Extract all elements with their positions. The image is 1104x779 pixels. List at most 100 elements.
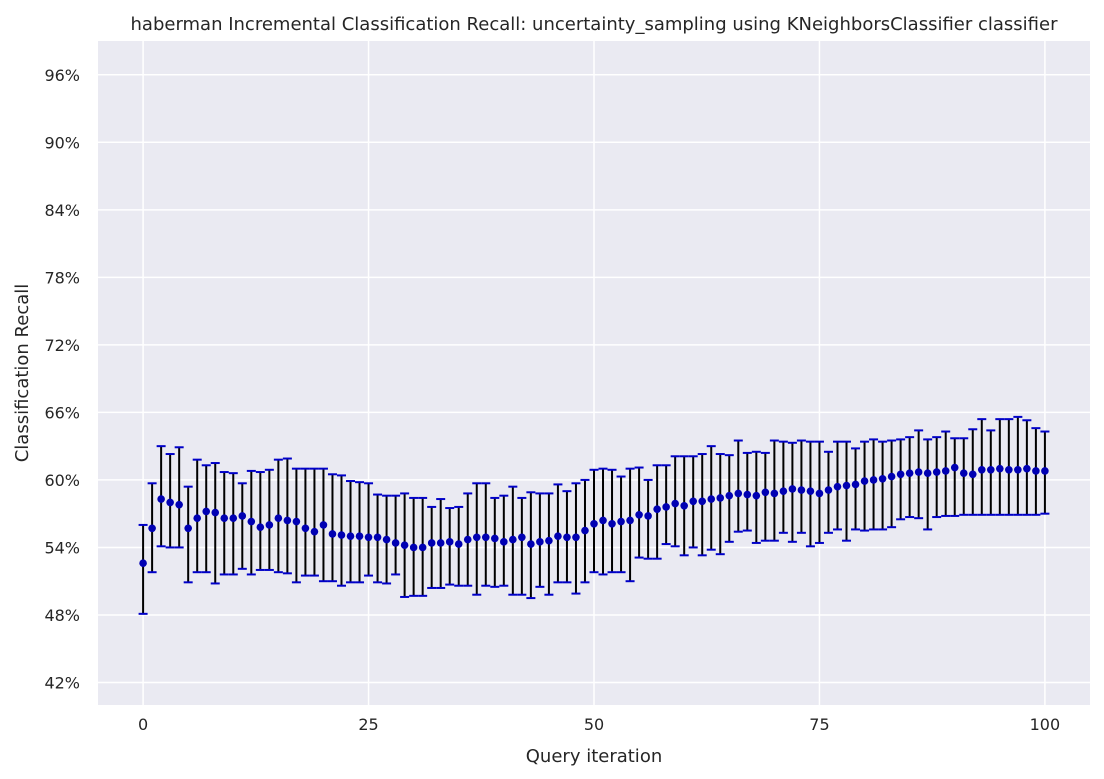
- data-point: [445, 538, 454, 546]
- data-point: [319, 521, 328, 529]
- data-point: [599, 516, 607, 525]
- error-bar: [364, 482, 374, 577]
- error-bar: [282, 457, 292, 575]
- y-tick-label: 66%: [44, 403, 80, 422]
- data-point: [265, 521, 274, 529]
- data-point: [545, 536, 553, 545]
- error-bar: [228, 472, 238, 576]
- error-bar: [346, 480, 356, 584]
- data-point: [770, 489, 779, 498]
- error-bar: [778, 440, 788, 534]
- data-point: [463, 535, 472, 544]
- data-point: [806, 487, 815, 495]
- y-tick-label: 84%: [44, 201, 80, 220]
- data-point: [887, 472, 896, 481]
- data-point: [878, 474, 887, 483]
- data-point: [292, 517, 301, 526]
- error-bar: [183, 485, 193, 584]
- data-point: [536, 538, 544, 546]
- data-point: [454, 540, 463, 548]
- data-point: [1005, 465, 1013, 474]
- data-point: [310, 527, 319, 536]
- data-point: [833, 482, 842, 491]
- data-point: [653, 505, 661, 513]
- error-bar: [174, 446, 184, 549]
- data-point: [788, 485, 797, 493]
- x-tick-label: 75: [809, 715, 829, 734]
- data-points: [139, 463, 1049, 567]
- data-point: [959, 469, 968, 477]
- data-point: [815, 489, 824, 498]
- data-point: [860, 477, 869, 485]
- data-point: [274, 514, 283, 522]
- data-point: [481, 533, 490, 542]
- data-point: [229, 514, 238, 522]
- error-bar: [327, 473, 337, 583]
- data-point: [427, 539, 436, 547]
- error-bar: [733, 439, 743, 533]
- data-point: [752, 491, 761, 500]
- x-axis-label: Query iteration: [526, 746, 662, 767]
- y-tick-label: 96%: [44, 66, 80, 85]
- y-tick-label: 60%: [44, 471, 80, 490]
- y-tick-label: 48%: [44, 606, 80, 625]
- error-bar: [860, 440, 870, 532]
- error-bar: [842, 440, 852, 542]
- data-point: [283, 516, 292, 525]
- data-point: [950, 463, 959, 472]
- data-point: [914, 468, 923, 476]
- data-point: [148, 524, 156, 533]
- x-tick-label: 25: [358, 715, 378, 734]
- data-point: [1014, 465, 1022, 474]
- error-bar: [427, 505, 437, 589]
- error-bar: [869, 438, 879, 531]
- error-bar: [210, 462, 220, 585]
- data-point: [400, 541, 409, 549]
- data-point: [1041, 467, 1049, 475]
- data-point: [175, 500, 183, 509]
- data-point: [391, 539, 400, 547]
- data-point: [418, 543, 427, 552]
- data-point: [851, 480, 860, 489]
- data-point: [1023, 464, 1031, 473]
- data-point: [572, 533, 580, 542]
- error-bar: [932, 436, 942, 519]
- data-point: [346, 532, 355, 540]
- data-point: [671, 499, 679, 508]
- data-point: [689, 497, 697, 506]
- y-tick-labels: 42% 48% 54% 60% 66% 72% 78% 84% 90% 96%: [44, 66, 80, 693]
- y-tick-label: 78%: [44, 268, 80, 287]
- data-point: [608, 520, 616, 528]
- error-bar: [490, 496, 500, 588]
- data-point: [987, 465, 995, 474]
- data-point: [301, 524, 310, 533]
- error-bar: [355, 481, 365, 584]
- error-bar: [138, 523, 148, 615]
- data-point: [337, 531, 346, 539]
- data-point: [472, 533, 481, 542]
- data-point: [139, 559, 147, 567]
- data-point: [761, 488, 770, 497]
- error-bar: [219, 471, 229, 576]
- error-bar: [878, 440, 888, 531]
- data-point: [635, 511, 643, 519]
- y-axis-label: Classification Recall: [12, 284, 33, 463]
- data-point: [500, 538, 508, 546]
- data-point: [373, 533, 382, 542]
- data-point: [617, 517, 625, 526]
- data-point: [797, 486, 806, 494]
- data-point: [923, 469, 932, 477]
- data-point: [554, 532, 562, 540]
- data-point: [905, 469, 914, 477]
- error-bar: [896, 438, 906, 521]
- grid-lines: [98, 41, 1090, 705]
- data-point: [968, 470, 977, 479]
- error-bar: [391, 494, 401, 576]
- data-point: [211, 508, 220, 517]
- error-bar: [851, 447, 861, 531]
- error-bar: [715, 453, 725, 556]
- error-bar: [336, 474, 346, 587]
- data-point: [355, 532, 364, 540]
- error-bar: [625, 467, 635, 583]
- data-point: [707, 495, 716, 503]
